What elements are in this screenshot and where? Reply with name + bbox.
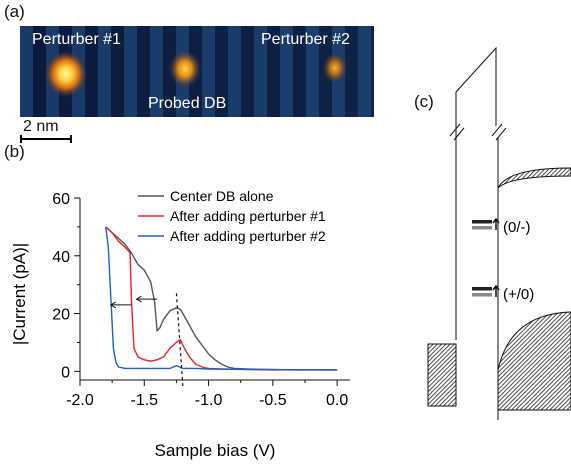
shift-arrowhead	[109, 301, 117, 309]
y-axis-label: |Current (pA)|	[10, 243, 29, 345]
perturber1-spot	[44, 50, 88, 98]
conduction-band	[497, 167, 571, 189]
tip-filled-states	[427, 343, 457, 407]
x-tick-label: -1.0	[195, 392, 223, 409]
x-tick-label: 0.0	[326, 392, 348, 409]
perturber2-label: Perturber #2	[261, 31, 350, 48]
legend-label: Center DB alone	[170, 188, 274, 204]
level-0-minus-bar	[472, 226, 492, 230]
scale-bar	[20, 135, 72, 143]
legend-label: After adding perturber #1	[170, 208, 326, 224]
stm-image: Perturber #1 Perturber #2 Probed DB	[20, 26, 374, 117]
valence-band	[497, 311, 571, 411]
x-tick-label: -1.5	[130, 392, 158, 409]
tip-outline	[455, 46, 497, 340]
probed-db-label: Probed DB	[148, 95, 227, 112]
y-tick-label: 40	[52, 249, 70, 266]
scale-bar-label: 2 nm	[23, 118, 59, 135]
series-line	[105, 226, 338, 371]
y-tick-label: 60	[52, 191, 70, 208]
up-arrow-icon	[492, 217, 500, 230]
x-tick-label: -2.0	[66, 392, 94, 409]
y-tick-label: 20	[52, 307, 70, 324]
level-plus-0-bar	[472, 287, 492, 291]
level-plus-0-bar	[472, 293, 492, 297]
level-plus-0-label: (+/0)	[503, 286, 534, 303]
legend-label: After adding perturber #2	[170, 228, 326, 244]
energy-diagram: (0/-) (+/0)	[427, 46, 571, 420]
panel-label-c: (c)	[414, 92, 434, 111]
x-tick-label: -0.5	[259, 392, 287, 409]
probed-db-spot	[168, 49, 202, 89]
series-line	[105, 226, 338, 371]
y-tick-label: 0	[61, 364, 70, 381]
level-0-minus-bar	[472, 220, 492, 224]
panel-label-a: (a)	[4, 2, 25, 21]
level-0-minus-label: (0/-)	[503, 219, 531, 236]
break-mark	[449, 123, 461, 137]
up-arrow-icon	[492, 284, 500, 297]
shift-arrowhead	[135, 295, 142, 303]
iv-chart: -2.0 -1.5 -1.0 -0.5 0.0 0 20 40 60 Center DB alo…	[10, 188, 350, 460]
break-mark	[453, 127, 465, 141]
x-axis-label: Sample bias (V)	[155, 441, 276, 460]
series-line	[105, 226, 338, 371]
panel-label-b: (b)	[4, 142, 25, 161]
break-mark	[491, 123, 503, 137]
stm-image-graphic	[20, 26, 374, 117]
perturber2-spot	[322, 52, 348, 84]
perturber1-label: Perturber #1	[32, 31, 121, 48]
